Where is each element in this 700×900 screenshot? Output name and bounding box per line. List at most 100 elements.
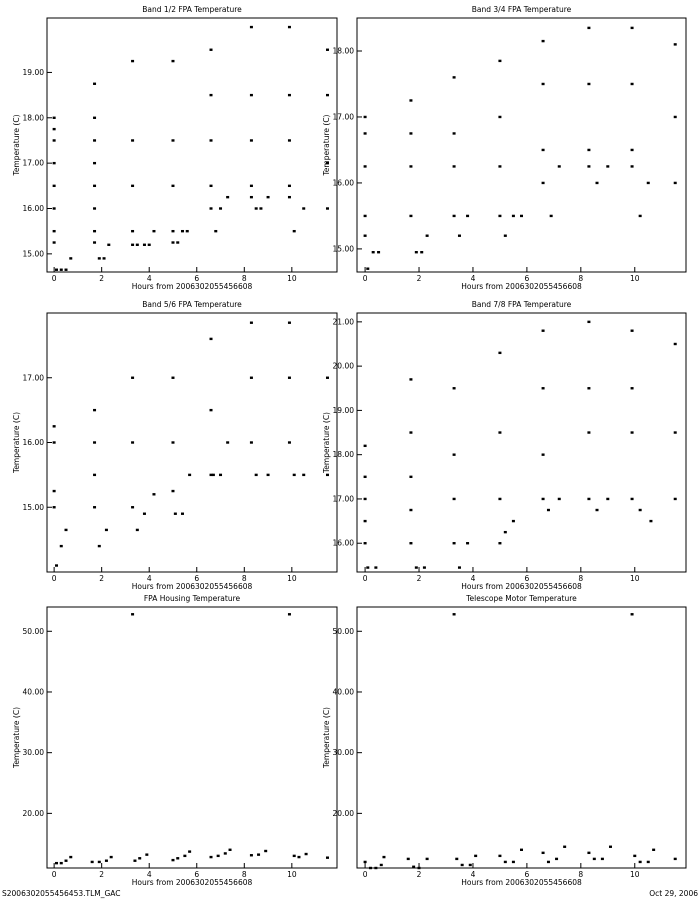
date: Oct 29, 2006 [649, 889, 698, 898]
data-point [452, 76, 456, 79]
y-tick-label: 50.00 [23, 627, 45, 636]
data-point [374, 566, 378, 569]
data-point [630, 387, 634, 390]
data-point [219, 473, 223, 477]
data-point [587, 431, 591, 434]
file-name: S2006302055456453.TLM_GAC [2, 889, 121, 898]
data-point [457, 566, 461, 569]
data-point [673, 857, 677, 861]
data-point [214, 229, 218, 233]
data-point [541, 39, 545, 43]
data-point [219, 207, 223, 210]
data-point [180, 229, 184, 233]
data-point [171, 441, 175, 444]
x-tick-label: 8 [578, 870, 583, 879]
data-point [147, 243, 151, 246]
data-point [171, 139, 175, 142]
data-point [209, 408, 213, 412]
x-tick-label: 8 [578, 274, 583, 283]
data-point [638, 860, 642, 864]
data-point [55, 564, 59, 567]
data-point [363, 444, 367, 448]
y-tick-label: 18.00 [333, 450, 355, 459]
data-point [587, 165, 591, 168]
data-point [630, 431, 634, 434]
x-tick-label: 8 [578, 574, 583, 583]
data-point [511, 214, 515, 218]
plot-frame [46, 17, 338, 273]
data-point [498, 497, 502, 501]
data-point [59, 544, 63, 548]
data-point [630, 26, 634, 30]
data-point [249, 854, 253, 857]
data-point [595, 181, 599, 185]
data-point [257, 853, 261, 856]
data-point [297, 855, 301, 859]
data-point [52, 425, 56, 428]
data-point [188, 473, 192, 477]
data-point [152, 493, 156, 496]
data-point [131, 59, 135, 63]
data-point [249, 195, 253, 199]
data-point [595, 508, 599, 512]
data-point [498, 115, 502, 119]
data-point [409, 542, 413, 545]
data-point [541, 181, 545, 185]
data-point [452, 497, 456, 501]
x-tick-label: 8 [242, 274, 247, 283]
plot-frame [356, 606, 687, 869]
data-point [474, 854, 478, 858]
chart-title: Telescope Motor Temperature [465, 594, 577, 603]
data-point [468, 863, 472, 867]
data-point [541, 387, 545, 390]
data-point [382, 855, 386, 859]
x-axis-label: Hours from 2006302055456608 [461, 878, 582, 887]
data-point [171, 489, 175, 493]
data-point [541, 851, 545, 855]
x-tick-label: 0 [363, 870, 368, 879]
y-axis-label: Temperature (C) [322, 114, 331, 176]
data-point [498, 351, 502, 355]
x-axis-label: Hours from 2006302055456608 [461, 282, 582, 291]
y-tick-label: 15.00 [23, 249, 45, 258]
x-tick-label: 4 [147, 870, 152, 879]
data-point [452, 613, 456, 616]
data-point [93, 241, 97, 244]
x-tick-label: 10 [630, 574, 640, 583]
data-point [52, 441, 56, 444]
data-point [93, 473, 97, 477]
data-point [107, 243, 111, 246]
data-point [374, 866, 378, 870]
data-point [452, 165, 456, 168]
data-point [176, 857, 180, 860]
data-point [452, 214, 456, 218]
data-point [104, 528, 108, 532]
data-point [377, 251, 381, 254]
x-tick-label: 10 [630, 870, 640, 879]
data-point [503, 860, 507, 864]
data-point [52, 506, 56, 509]
x-tick-label: 10 [287, 274, 297, 283]
data-point [457, 234, 461, 237]
data-point [69, 855, 73, 859]
data-point [171, 858, 175, 862]
data-point [673, 497, 677, 501]
y-tick-label: 17.00 [23, 373, 45, 382]
data-point [264, 849, 268, 853]
data-point [287, 139, 291, 142]
data-point [209, 48, 213, 51]
data-point [422, 566, 426, 569]
data-point [325, 48, 329, 51]
x-tick-label: 2 [99, 870, 104, 879]
data-point [152, 229, 156, 233]
x-tick-label: 6 [525, 274, 530, 283]
x-tick-label: 2 [417, 574, 422, 583]
data-point [555, 857, 559, 861]
data-point [363, 115, 367, 119]
x-tick-label: 6 [194, 870, 199, 879]
data-point [142, 512, 146, 515]
data-point [511, 519, 515, 523]
x-tick-label: 8 [242, 574, 247, 583]
data-point [176, 241, 180, 244]
data-point [287, 93, 291, 97]
